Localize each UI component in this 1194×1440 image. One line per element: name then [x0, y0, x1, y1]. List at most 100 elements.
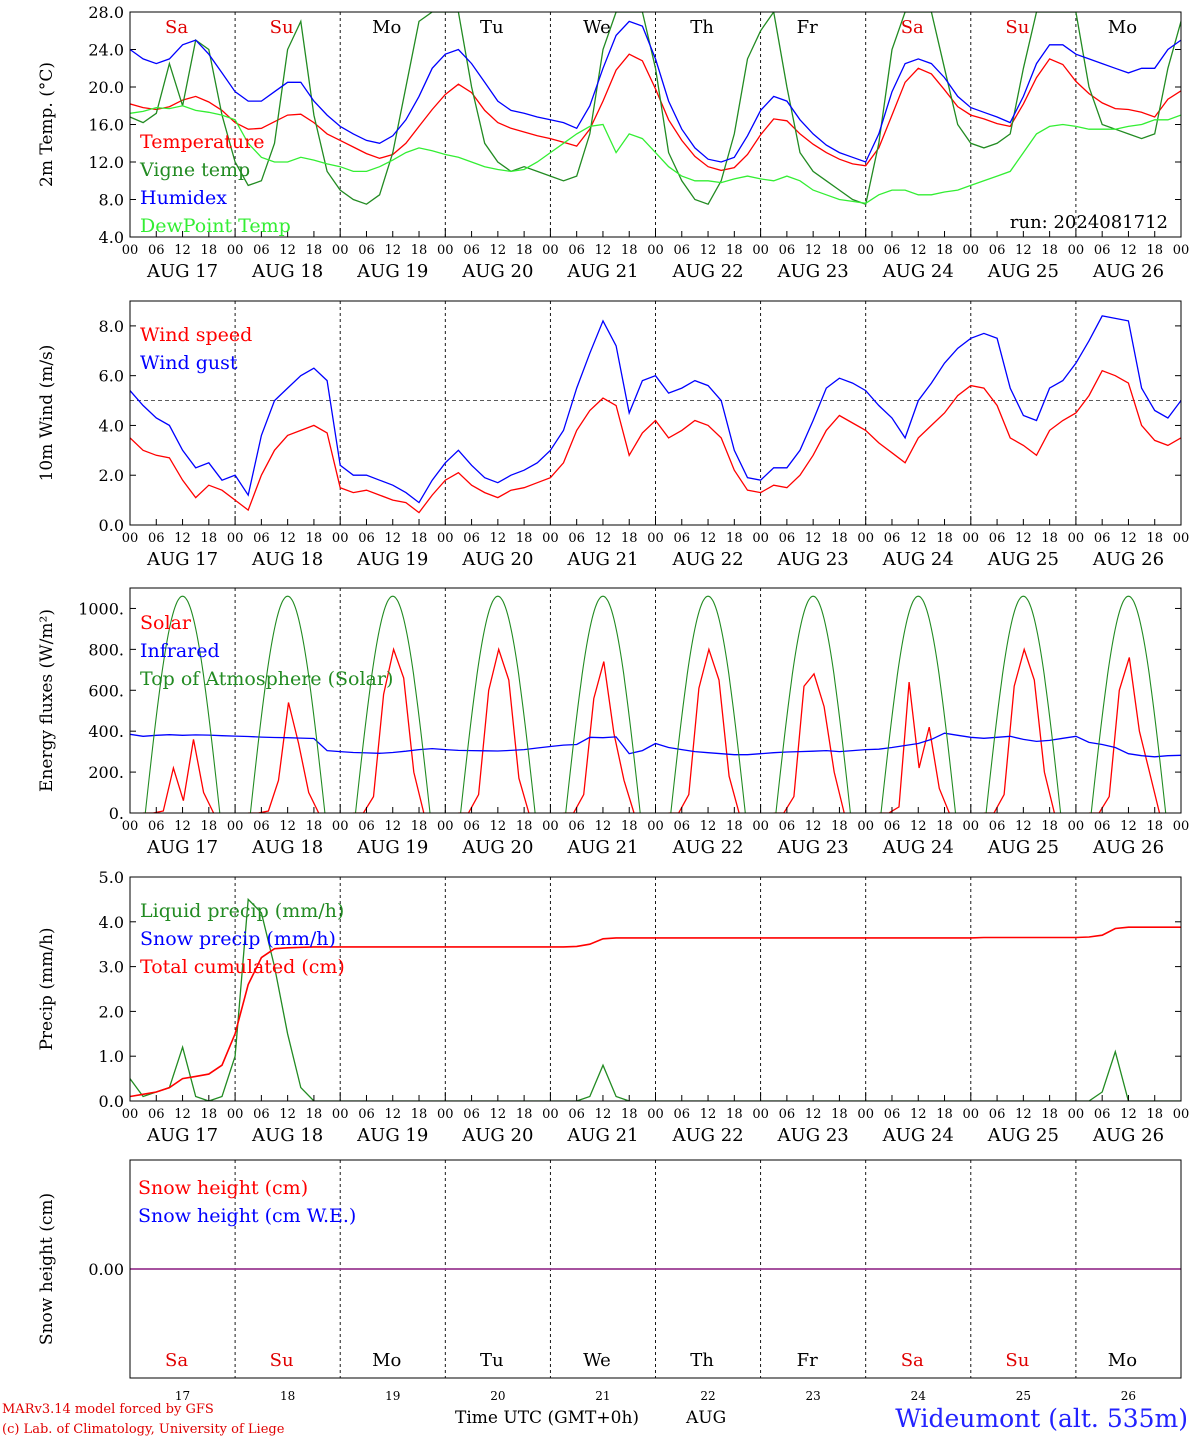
date-label: AUG 21 [566, 837, 638, 858]
hour-label: 06 [989, 531, 1006, 546]
y-tick-label: 8.0 [99, 191, 124, 210]
hour-label: 00 [963, 243, 980, 258]
hour-label: 00 [752, 1107, 769, 1122]
series-temperature [130, 53, 1181, 172]
date-label: AUG 19 [356, 837, 428, 858]
date-label: AUG 24 [882, 837, 954, 858]
day-abbr-top: Tu [480, 17, 504, 38]
series-solar-day [1089, 657, 1161, 813]
hour-label: 06 [674, 1107, 691, 1122]
plot-area [130, 897, 1181, 1101]
day-abbr-top: Mo [372, 17, 401, 38]
credit-model: MARv3.14 model forced by GFS [2, 1402, 214, 1417]
hour-label: 00 [122, 1107, 139, 1122]
meteogram-panels: 4.0 8.0 12.0 16.0 20.0 24.0 28.0 2m Temp. (°C) 0… [37, 3, 1190, 1403]
hour-label: 00 [1173, 531, 1190, 546]
hour-label: 06 [253, 243, 270, 258]
legend-entry: Top of Atmosphere (Solar) [140, 668, 393, 690]
series-vigne-temp [130, 12, 1181, 206]
y-tick-label: 600. [88, 681, 124, 700]
hour-label: 00 [1068, 819, 1085, 834]
hour-label: 12 [700, 819, 717, 834]
hour-label: 12 [384, 531, 401, 546]
hour-label: 00 [332, 819, 349, 834]
series-humidex [130, 20, 1181, 163]
hour-label: 06 [884, 819, 901, 834]
hour-label: 06 [779, 819, 796, 834]
hour-label: 12 [490, 819, 507, 834]
hour-label: 18 [1146, 1107, 1163, 1122]
hour-label: 12 [1120, 1107, 1137, 1122]
y-tick-label: 24.0 [88, 41, 124, 60]
y-tick-label: 16.0 [88, 116, 124, 135]
hour-label: 06 [674, 531, 691, 546]
hour-label: 06 [253, 819, 270, 834]
hour-label: 18 [936, 243, 953, 258]
hour-label: 06 [989, 243, 1006, 258]
hour-label: 12 [174, 531, 191, 546]
hour-label: 06 [463, 243, 480, 258]
plot-area [130, 12, 1181, 206]
y-axis-label: 10m Wind (m/s) [37, 345, 57, 482]
y-tick-label: 2.0 [99, 466, 124, 485]
hour-label: 18 [726, 819, 743, 834]
date-label: AUG 17 [146, 837, 218, 858]
hour-label: 18 [726, 531, 743, 546]
hour-label: 00 [647, 531, 664, 546]
hour-label: 18 [516, 243, 533, 258]
hour-label: 18 [1146, 531, 1163, 546]
hour-label: 00 [1173, 243, 1190, 258]
hour-label: 12 [384, 819, 401, 834]
date-label: AUG 24 [882, 261, 954, 282]
hour-label: 06 [779, 531, 796, 546]
hour-label: 00 [752, 819, 769, 834]
hour-label: 00 [963, 819, 980, 834]
hour-label: 18 [621, 531, 638, 546]
hour-label: 06 [358, 531, 375, 546]
hour-label: 18 [201, 531, 218, 546]
hour-label: 06 [463, 1107, 480, 1122]
y-tick-label: 200. [88, 763, 124, 782]
series-solar-day [458, 647, 530, 813]
date-label: AUG 26 [1092, 261, 1164, 282]
plot-area [130, 595, 1181, 813]
series-top-of-atmosphere-solar-day [460, 595, 536, 813]
hour-label: 18 [621, 1107, 638, 1122]
hour-label: 18 [1146, 819, 1163, 834]
day-abbr-bottom: Sa [901, 1350, 924, 1371]
legend-entry: Vigne temp [139, 159, 250, 181]
hour-label: 06 [568, 243, 585, 258]
series-top-of-atmosphere-solar-day [880, 595, 957, 813]
y-tick-label: 0. [109, 804, 124, 823]
date-label: AUG 19 [356, 1125, 428, 1146]
date-label: AUG 21 [566, 549, 638, 570]
hour-label: 12 [1015, 1107, 1032, 1122]
date-label: AUG 17 [146, 549, 218, 570]
hour-label: 12 [1015, 819, 1032, 834]
hour-label: 18 [411, 531, 428, 546]
y-tick-label: 1.0 [99, 1047, 124, 1066]
day-abbr-top: We [583, 17, 611, 38]
y-tick-label: 0.0 [99, 516, 124, 535]
day-abbr-top: Mo [1108, 17, 1137, 38]
hour-label: 06 [148, 243, 165, 258]
hour-label: 00 [542, 819, 559, 834]
date-label: AUG 17 [146, 1125, 218, 1146]
date-label: AUG 26 [1092, 1125, 1164, 1146]
series-top-of-atmosphere-solar-day [565, 595, 641, 813]
hour-label: 06 [463, 819, 480, 834]
hour-label: 18 [516, 819, 533, 834]
hour-label: 12 [279, 1107, 296, 1122]
day-number: 24 [911, 1389, 927, 1403]
day-abbr-bottom: We [583, 1350, 611, 1371]
y-tick-label: 0.0 [99, 1092, 124, 1111]
hour-label: 18 [831, 243, 848, 258]
hour-label: 06 [253, 531, 270, 546]
y-tick-label: 12.0 [88, 153, 124, 172]
date-label: AUG 26 [1092, 549, 1164, 570]
hour-label: 00 [963, 531, 980, 546]
legend-entry: Wind speed [140, 324, 252, 346]
hour-label: 18 [516, 531, 533, 546]
hour-label: 12 [910, 1107, 927, 1122]
series-top-of-atmosphere-solar-day [354, 595, 431, 813]
